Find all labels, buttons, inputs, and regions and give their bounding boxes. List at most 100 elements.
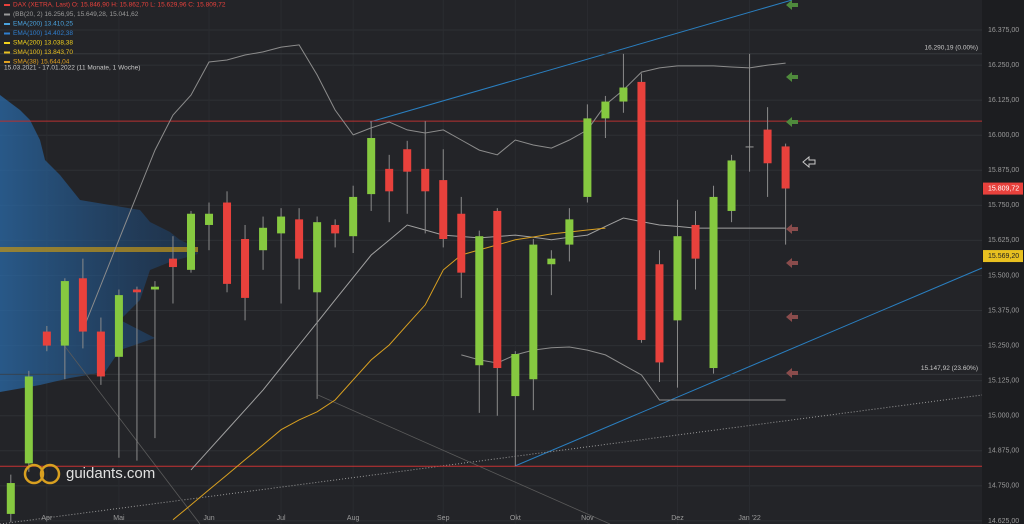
period: 15.03.2021 - 17.01.2022 (11 Monate, 1 Wo… — [4, 65, 140, 72]
trend-line — [59, 339, 201, 524]
candle-body — [709, 196, 718, 369]
trend-line — [514, 267, 983, 467]
indicator-line — [172, 227, 606, 521]
legend-entry: EMA(200) 13.410,25 — [13, 21, 73, 28]
legend-entry: SMA(100) 13.843,70 — [13, 49, 73, 56]
price-badge — [983, 182, 1023, 195]
candle-body — [691, 224, 700, 259]
candle-body — [781, 146, 790, 189]
y-tick-label: 14.875,00 — [988, 448, 1019, 455]
signal-arrow — [786, 368, 798, 378]
fib-label: 16.290,19 (0.00%) — [925, 45, 978, 52]
legend-entry: DAX (XETRA, Last) O: 15.846,90 H: 15.862… — [13, 2, 226, 9]
trend-line — [317, 394, 611, 524]
marks — [0, 44, 982, 523]
x-tick-label: Sep — [437, 515, 450, 522]
y-tick-label: 16.250,00 — [988, 62, 1019, 69]
candle-body — [6, 483, 15, 514]
x-tick-label: Jul — [277, 515, 286, 522]
y-tick-label: 15.500,00 — [988, 272, 1019, 279]
candle-body — [331, 224, 340, 234]
candle-body — [241, 238, 250, 298]
x-tick-label: Dez — [671, 515, 684, 522]
candle-body — [403, 149, 412, 172]
candle-body — [367, 138, 376, 195]
candle-body — [168, 258, 177, 268]
candle-body — [24, 376, 33, 464]
y-tick-label: 14.750,00 — [988, 483, 1019, 490]
candle-body — [583, 118, 592, 197]
candle-body — [619, 87, 628, 102]
candle-body — [223, 202, 232, 284]
candle-body — [673, 236, 682, 321]
candle-body — [763, 129, 772, 164]
signal-arrow — [786, 224, 798, 234]
y-tick-label: 15.250,00 — [988, 342, 1019, 349]
x-tick-label: Apr — [41, 515, 53, 522]
candle-body — [42, 331, 51, 346]
legend-entry: EMA(100) 14.402,38 — [13, 30, 73, 37]
candle-body — [529, 244, 538, 380]
trend-line — [0, 394, 983, 524]
y-tick-label: 15.875,00 — [988, 167, 1019, 174]
candle-body — [186, 213, 195, 270]
candle-body — [745, 146, 754, 148]
x-tick-label: Mai — [113, 515, 125, 522]
y-tick-label: 15.125,00 — [988, 378, 1019, 385]
x-tick-label: Jan '22 — [738, 515, 760, 522]
candle-body — [493, 210, 502, 369]
candle-body — [313, 222, 322, 293]
candle-body — [349, 196, 358, 237]
candle-body — [60, 281, 69, 346]
legend-entry: SMA(200) 13.038,38 — [13, 40, 73, 47]
signal-arrow — [786, 258, 798, 268]
price-label: 15.809,72 — [988, 185, 1019, 192]
volume-poc — [0, 247, 198, 252]
y-tick-label: 16.375,00 — [988, 27, 1019, 34]
legend-swatch — [4, 23, 10, 25]
x-tick-label: Okt — [510, 515, 521, 522]
candle-body — [475, 236, 484, 366]
y-tick-label: 14.625,00 — [988, 518, 1019, 524]
price-arrow — [802, 155, 816, 169]
logo: guidants.com — [23, 463, 155, 485]
trend-line — [369, 0, 793, 123]
candle-body — [547, 258, 556, 265]
x-tick-label: Aug — [347, 515, 360, 522]
legend-swatch — [4, 32, 10, 35]
candle-body — [565, 219, 574, 245]
x-tick-label: Jun — [203, 515, 214, 522]
y-tick-label: 15.625,00 — [988, 237, 1019, 244]
candle-body — [637, 81, 646, 340]
candle-body — [457, 213, 466, 273]
candle-body — [295, 219, 304, 259]
candle-body — [277, 216, 286, 234]
y-tick-label: 16.000,00 — [988, 132, 1019, 139]
candle-body — [421, 168, 430, 192]
legend-swatch — [4, 13, 10, 16]
legend-swatch — [4, 42, 10, 44]
y-tick-label: 16.125,00 — [988, 97, 1019, 104]
candle-body — [655, 264, 664, 363]
legend-entry: SMA(38) 15.644,04 — [13, 59, 70, 66]
candle-body — [150, 286, 159, 290]
candle-body — [259, 227, 268, 251]
y-tick-label: 15.375,00 — [988, 307, 1019, 314]
signal-arrow — [786, 0, 798, 10]
price-badge — [983, 250, 1023, 263]
candle-body — [114, 295, 123, 357]
y-tick-label: 15.750,00 — [988, 202, 1019, 209]
candle-body — [96, 331, 105, 377]
legend-swatch — [4, 61, 10, 63]
legend-swatch — [4, 4, 10, 6]
price-label: 15.569,20 — [988, 253, 1019, 260]
candle-body — [78, 278, 87, 332]
y-tick-label: 15.000,00 — [988, 413, 1019, 420]
legend-swatch — [4, 51, 10, 54]
signal-arrow — [786, 312, 798, 322]
signal-arrow — [786, 117, 798, 127]
x-tick-label: Nov — [581, 515, 594, 522]
candle-body — [601, 101, 610, 119]
candle-body — [511, 354, 520, 397]
indicator-line — [190, 217, 786, 471]
